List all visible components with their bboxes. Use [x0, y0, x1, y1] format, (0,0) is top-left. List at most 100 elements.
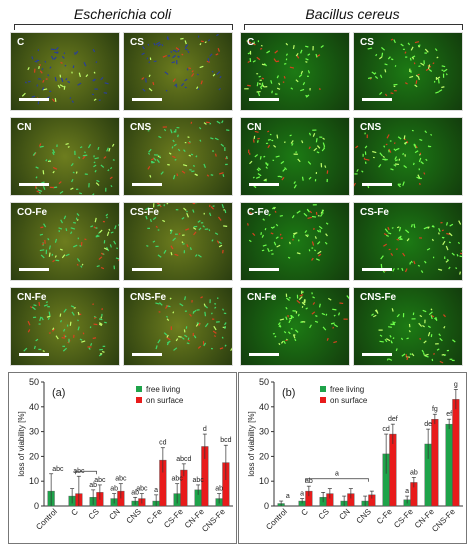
bacterium-cell: [169, 229, 172, 232]
bacterium-cell: [75, 50, 79, 55]
bacterium-cell: [319, 88, 321, 91]
bacterium-cell: [117, 223, 119, 226]
bacterium-cell: [339, 302, 344, 305]
x-tick-label: CS: [87, 507, 101, 521]
bacterium-cell: [356, 168, 359, 173]
significance-letter: a: [286, 493, 290, 500]
bacterium-cell: [203, 163, 207, 168]
bacterium-cell: [282, 168, 286, 172]
bacterium-cell: [317, 215, 320, 217]
bacterium-cell: [78, 72, 81, 78]
x-tick-label: CS-Fe: [392, 507, 415, 530]
bacterium-cell: [392, 268, 395, 272]
bacterium-cell: [85, 74, 89, 78]
significance-letter: g: [454, 381, 458, 388]
y-tick-label: 30: [29, 427, 39, 437]
bacterium-cell: [418, 65, 421, 68]
bacterium-cell: [443, 314, 446, 318]
bacterium-cell: [47, 160, 52, 163]
bacterium-cell: [216, 33, 219, 37]
bacterium-cell: [410, 46, 414, 51]
bacterium-cell: [148, 74, 151, 78]
bacterium-cell: [294, 329, 299, 333]
bacterium-cell: [39, 64, 41, 66]
bacterium-cell: [379, 334, 383, 337]
bacterium-cell: [316, 145, 321, 149]
bacterium-cell: [278, 342, 281, 346]
bacterium-cell: [313, 249, 317, 252]
y-tick-label: 10: [259, 476, 269, 486]
bacterium-cell: [283, 340, 286, 345]
bacterium-cell: [213, 335, 217, 338]
panel-label: CNS-Fe: [130, 292, 167, 303]
bacterium-cell: [163, 204, 165, 207]
bacterium-cell: [406, 238, 410, 242]
bacterium-cell: [115, 257, 119, 260]
bacterium-cell: [300, 321, 304, 323]
bacterium-cell: [84, 151, 86, 154]
panel-label: CNS: [360, 122, 382, 133]
bacterium-cell: [99, 353, 103, 355]
bacterium-cell: [383, 243, 388, 247]
bacterium-cell: [182, 243, 185, 245]
bacterium-cell: [207, 39, 211, 42]
bacterium-cell: [364, 161, 367, 165]
bacterium-cell: [184, 334, 188, 338]
bacterium-cell: [59, 84, 65, 88]
chart-frame-a: [8, 372, 237, 544]
bacterium-cell: [43, 223, 47, 228]
bacterium-cell: [413, 144, 417, 149]
bacterium-cell: [63, 328, 66, 332]
bacterium-cell: [176, 60, 178, 65]
bacterium-cell: [193, 231, 197, 236]
bacterium-cell: [41, 316, 44, 321]
bacterium-cell: [298, 239, 300, 242]
bacterium-cell: [192, 165, 196, 167]
bacterium-cell: [41, 242, 44, 245]
bacterium-cell: [308, 146, 311, 150]
bacterium-cell: [322, 137, 325, 140]
bacterium-cell: [153, 154, 159, 156]
bacterium-cell: [199, 139, 202, 142]
bacterium-cell: [319, 213, 323, 217]
bacterium-cell: [259, 79, 262, 81]
bacterium-cell: [295, 151, 297, 154]
bacterium-cell: [31, 56, 34, 60]
bacterium-cell: [107, 169, 110, 172]
bacterium-cell: [202, 225, 205, 228]
bacterium-cell: [427, 226, 430, 229]
bacterium-cell: [267, 247, 270, 253]
bacterium-cell: [72, 171, 75, 174]
micrograph-panel: CS-Fe: [353, 202, 463, 281]
bacterium-cell: [275, 155, 280, 158]
bacterium-cell: [315, 315, 318, 317]
bacterium-cell: [96, 179, 100, 183]
bacterium-cell: [232, 346, 233, 348]
bacterium-cell: [323, 146, 326, 148]
bacterium-cell: [371, 313, 374, 316]
bacterium-cell: [174, 253, 179, 257]
bacterium-cell: [393, 83, 398, 86]
bacterium-cell: [449, 223, 454, 227]
bacterium-cell: [435, 316, 438, 321]
bacterium-cell: [153, 42, 156, 46]
bacterium-cell: [192, 209, 195, 213]
bacterium-cell: [270, 226, 273, 229]
bacterium-cell: [172, 155, 176, 159]
bacterium-cell: [65, 228, 68, 232]
bacterium-cell: [97, 146, 100, 150]
bacterium-cell: [183, 207, 187, 211]
bacterium-cell: [322, 142, 326, 147]
bacterium-cell: [147, 165, 151, 170]
bacterium-cell: [217, 216, 222, 221]
bacterium-cell: [52, 166, 58, 170]
x-tick-label: CS-Fe: [162, 507, 185, 530]
bacterium-cell: [60, 77, 64, 83]
bacterium-cell: [174, 83, 178, 87]
bacterium-cell: [156, 159, 160, 163]
bacterium-cell: [186, 212, 189, 218]
bacterium-cell: [101, 313, 103, 317]
bacterium-cell: [58, 227, 63, 230]
bacterium-cell: [38, 323, 41, 325]
bacterium-cell: [147, 227, 150, 229]
